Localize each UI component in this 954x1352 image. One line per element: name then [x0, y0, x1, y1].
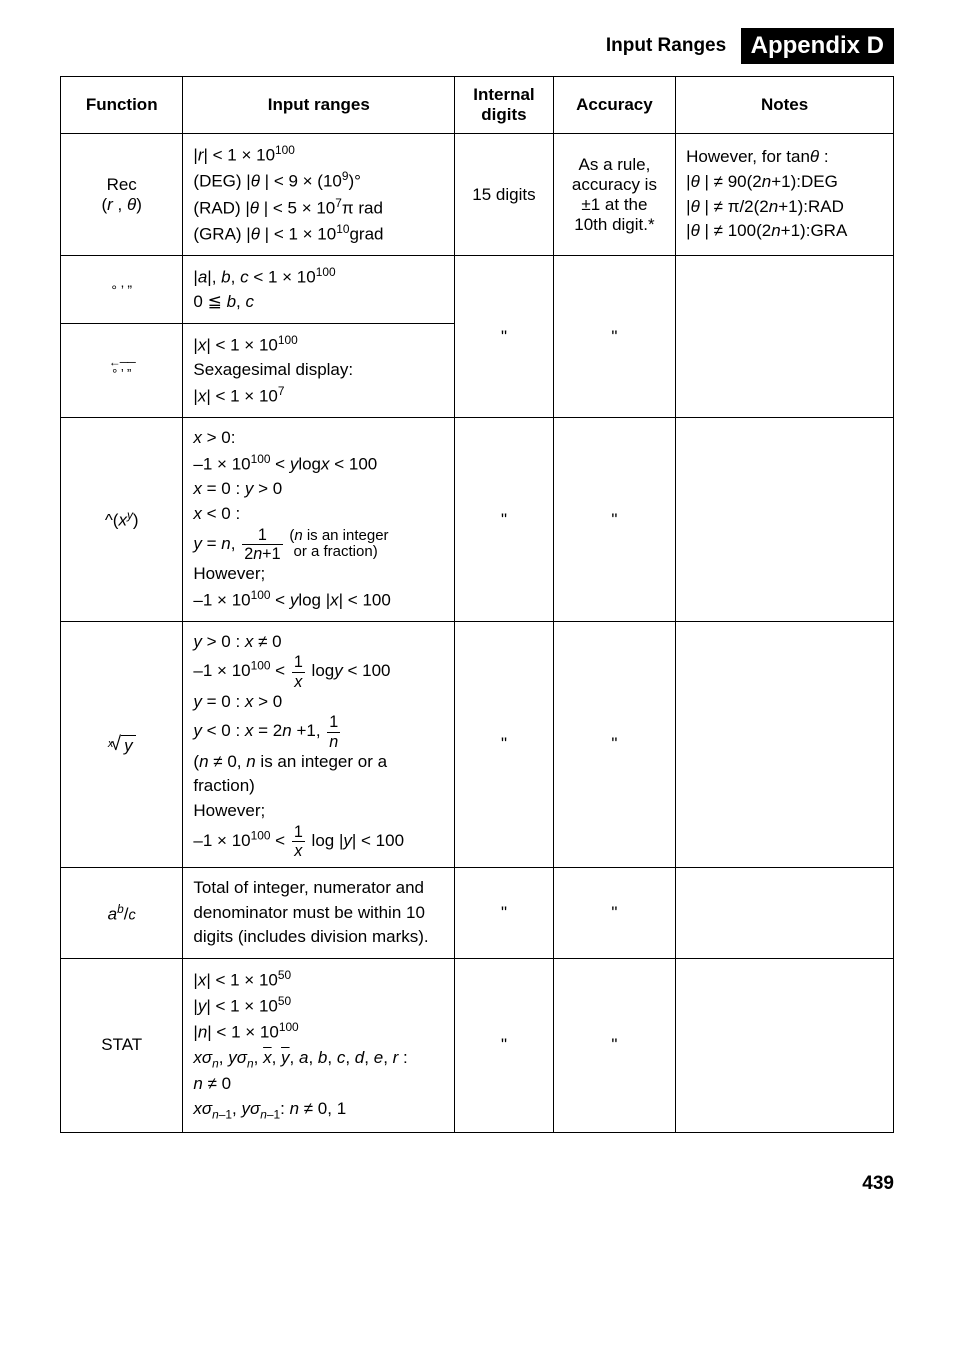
col-notes: Notes	[676, 77, 894, 134]
table-row: x√y y > 0 : x ≠ 0 –1 × 10100 < 1x logy <…	[61, 621, 894, 867]
fn-root: x√y	[61, 621, 183, 867]
accuracy-ditto: "	[553, 418, 675, 621]
ranges-power: x > 0: –1 × 10100 < ylogx < 100 x = 0 : …	[183, 418, 455, 621]
fn-dms-back: ←── ° ’ ”	[61, 324, 183, 418]
section-label: Input Ranges	[606, 35, 726, 56]
notes-empty	[676, 867, 894, 958]
accuracy-ditto: "	[553, 621, 675, 867]
notes-empty	[676, 418, 894, 621]
accuracy-ditto: "	[553, 958, 675, 1132]
table-header-row: Function Input ranges Internaldigits Acc…	[61, 77, 894, 134]
input-ranges-table: Function Input ranges Internaldigits Acc…	[60, 76, 894, 1133]
back-arrow-icon: ←── ° ’ ”	[109, 359, 135, 381]
page-header: Input Ranges Appendix D	[60, 28, 894, 64]
digits-ditto: "	[455, 958, 554, 1132]
fn-dms: ° ’ ”	[61, 256, 183, 324]
accuracy-ditto: "	[553, 256, 675, 418]
col-function: Function	[61, 77, 183, 134]
table-row: ^(xy) x > 0: –1 × 10100 < ylogx < 100 x …	[61, 418, 894, 621]
ranges-stat: |x| < 1 × 1050 |y| < 1 × 1050 |n| < 1 × …	[183, 958, 455, 1132]
appendix-badge: Appendix D	[741, 28, 894, 64]
digits-ditto: "	[455, 867, 554, 958]
page-number: 439	[60, 1173, 894, 1195]
col-input-ranges: Input ranges	[183, 77, 455, 134]
fn-power: ^(xy)	[61, 418, 183, 621]
table-row: Rec (r , θ) |r| < 1 × 10100 (DEG) |θ | <…	[61, 134, 894, 256]
table-row: ab/c Total of integer, numerator and den…	[61, 867, 894, 958]
accuracy-rec: As a rule, accuracy is ±1 at the 10th di…	[553, 134, 675, 256]
notes-rec: However, for tanθ : |θ | ≠ 90(2n+1):DEG …	[676, 134, 894, 256]
page: Input Ranges Appendix D Function Input r…	[0, 0, 954, 1235]
ranges-dms-back: |x| < 1 × 10100 Sexagesimal display: |x|…	[183, 324, 455, 418]
fn-stat: STAT	[61, 958, 183, 1132]
digits-ditto: "	[455, 256, 554, 418]
col-accuracy: Accuracy	[553, 77, 675, 134]
fn-abc: ab/c	[61, 867, 183, 958]
table-row: STAT |x| < 1 × 1050 |y| < 1 × 1050 |n| <…	[61, 958, 894, 1132]
ranges-abc: Total of integer, numerator and denomina…	[183, 867, 455, 958]
digits-ditto: "	[455, 418, 554, 621]
col-internal-digits: Internaldigits	[455, 77, 554, 134]
digits-rec: 15 digits	[455, 134, 554, 256]
fn-rec: Rec (r , θ)	[61, 134, 183, 256]
ranges-rec: |r| < 1 × 10100 (DEG) |θ | < 9 × (109)° …	[183, 134, 455, 256]
notes-empty	[676, 256, 894, 418]
notes-empty	[676, 621, 894, 867]
table-row: ° ’ ” |a|, b, c < 1 × 10100 0 ≦ b, c " "	[61, 256, 894, 324]
digits-ditto: "	[455, 621, 554, 867]
ranges-root: y > 0 : x ≠ 0 –1 × 10100 < 1x logy < 100…	[183, 621, 455, 867]
accuracy-ditto: "	[553, 867, 675, 958]
ranges-dms: |a|, b, c < 1 × 10100 0 ≦ b, c	[183, 256, 455, 324]
notes-empty	[676, 958, 894, 1132]
